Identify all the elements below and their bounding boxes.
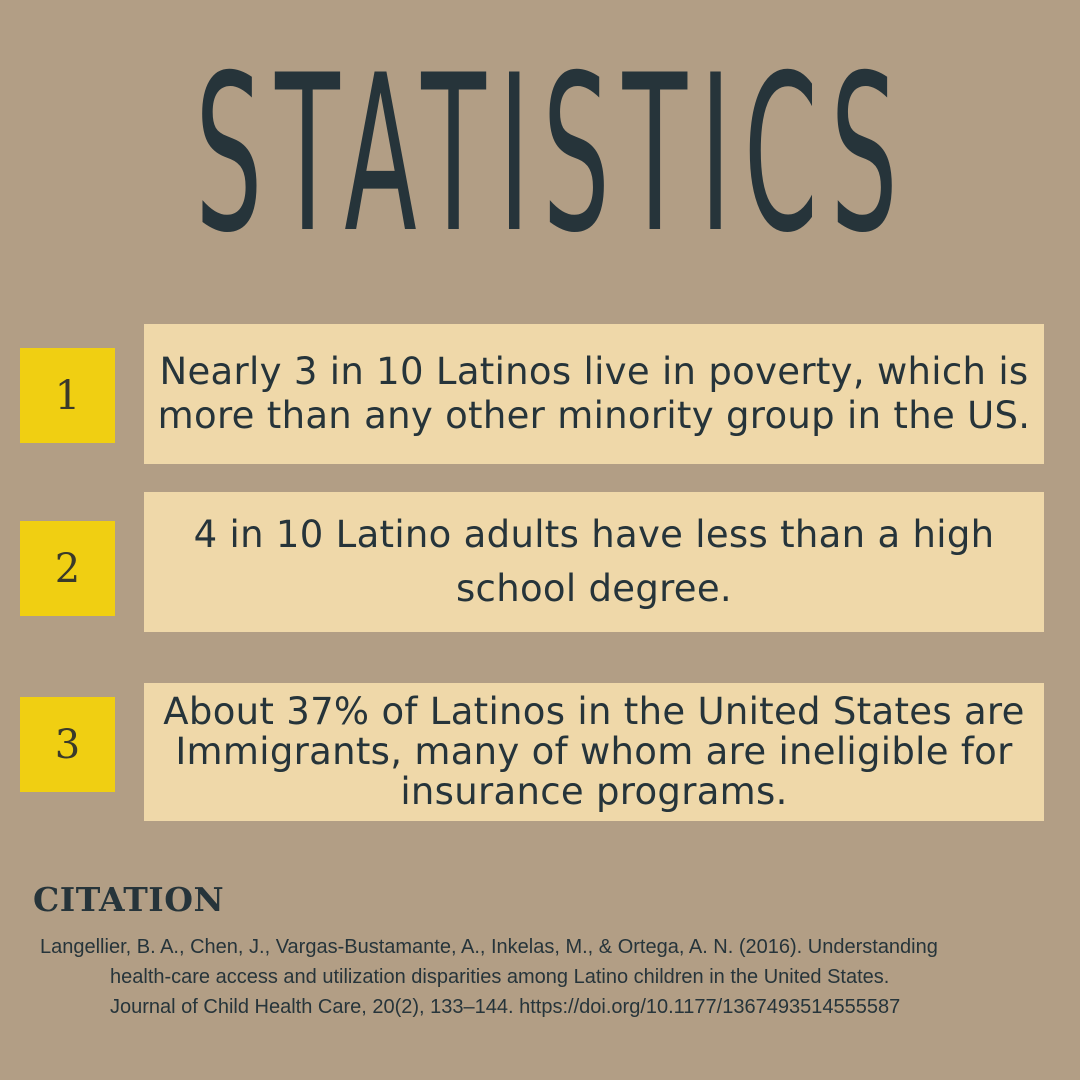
stat-number-label: 1 bbox=[54, 372, 81, 419]
stat-number-label: 3 bbox=[54, 721, 81, 768]
stat-number-3: 3 bbox=[20, 697, 115, 792]
page-title: STATISTICS bbox=[0, 40, 1080, 270]
citation-text: Langellier, B. A., Chen, J., Vargas-Bust… bbox=[40, 936, 938, 1018]
citation-heading: CITATION bbox=[33, 880, 225, 919]
stat-text: About 37% of Latinos in the United State… bbox=[163, 690, 1025, 813]
stat-box-1: Nearly 3 in 10 Latinos live in poverty, … bbox=[144, 324, 1044, 464]
stat-text: 4 in 10 Latino adults have less than a h… bbox=[193, 513, 995, 610]
stat-box-3: About 37% of Latinos in the United State… bbox=[144, 683, 1044, 821]
stat-text: Nearly 3 in 10 Latinos live in poverty, … bbox=[157, 350, 1031, 437]
stat-number-2: 2 bbox=[20, 521, 115, 616]
stat-number-label: 2 bbox=[54, 545, 81, 592]
stat-number-1: 1 bbox=[20, 348, 115, 443]
title-text: STATISTICS bbox=[195, 40, 911, 270]
stat-box-2: 4 in 10 Latino adults have less than a h… bbox=[144, 492, 1044, 632]
